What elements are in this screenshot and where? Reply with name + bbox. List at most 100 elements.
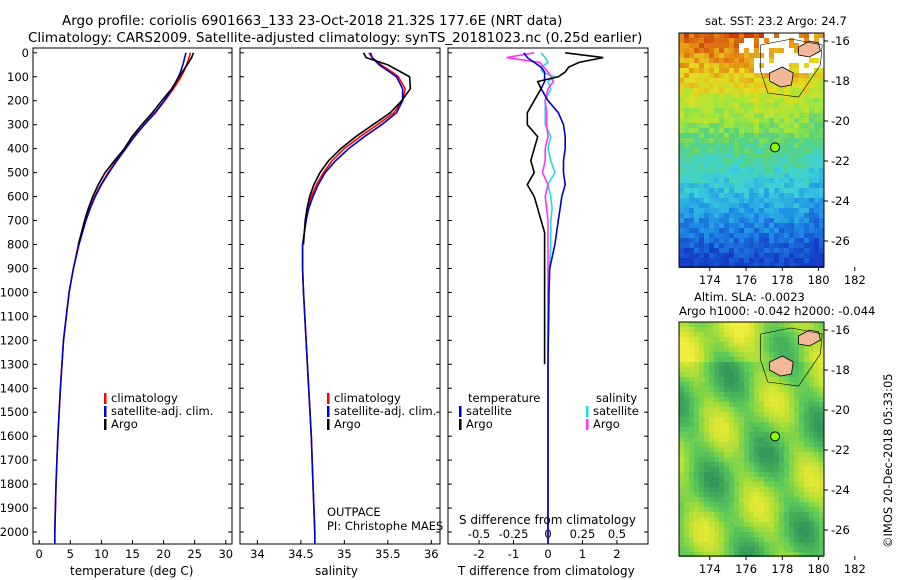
map-cell	[814, 477, 819, 482]
map-cell	[719, 417, 724, 422]
map-cell	[789, 223, 794, 228]
map-cell	[709, 58, 714, 63]
map-cell	[764, 248, 769, 253]
map-cell	[714, 507, 719, 512]
map-cell	[699, 148, 704, 153]
map-cell	[744, 532, 749, 537]
map-cell	[689, 73, 694, 78]
map-cell	[804, 422, 809, 427]
map-cell	[679, 168, 684, 173]
map-cell	[699, 63, 704, 68]
map-cell	[814, 93, 819, 98]
depth-tick-label: 1500	[0, 405, 29, 419]
map-cell	[799, 442, 804, 447]
map-cell	[789, 497, 794, 502]
map-cell	[699, 322, 704, 327]
map-cell	[699, 103, 704, 108]
map-cell	[774, 88, 779, 93]
map-cell	[814, 367, 819, 372]
map-cell	[694, 432, 699, 437]
map-cell	[679, 98, 684, 103]
map-cell	[809, 547, 814, 552]
map-cell	[784, 547, 789, 552]
map-cell	[729, 103, 734, 108]
map-cell	[774, 342, 779, 347]
map-cell	[804, 407, 809, 412]
map-cell	[744, 357, 749, 362]
map-cell	[754, 517, 759, 522]
map-cell	[724, 68, 729, 73]
map-cell	[679, 123, 684, 128]
reef-contour	[760, 327, 823, 387]
map-cell	[784, 542, 789, 547]
map-cell	[709, 158, 714, 163]
map-cell	[809, 208, 814, 213]
map-cell	[794, 173, 799, 178]
map-cell	[734, 347, 739, 352]
map-cell	[729, 412, 734, 417]
map-cell	[729, 93, 734, 98]
map-cell	[809, 412, 814, 417]
map-cell	[819, 492, 824, 497]
map-cell	[754, 382, 759, 387]
map-cell	[719, 233, 724, 238]
map-cell	[754, 462, 759, 467]
map-cell	[779, 382, 784, 387]
map-cell	[779, 238, 784, 243]
map-cell	[734, 63, 739, 68]
map-cell	[754, 78, 759, 83]
map-cell	[734, 547, 739, 552]
map-cell	[774, 497, 779, 502]
map-cell	[694, 327, 699, 332]
map-cell	[719, 93, 724, 98]
map-cell	[784, 457, 789, 462]
map-cell	[739, 238, 744, 243]
map-cell	[784, 437, 789, 442]
map-cell	[769, 372, 774, 377]
map-cell	[814, 183, 819, 188]
depth-tick-label: 400	[7, 142, 29, 156]
map-cell	[764, 522, 769, 527]
map-cell	[679, 233, 684, 238]
map-cell	[819, 362, 824, 367]
map-cell	[719, 68, 724, 73]
map-cell	[709, 392, 714, 397]
map-cell	[764, 223, 769, 228]
map-cell	[714, 402, 719, 407]
map-cell	[804, 497, 809, 502]
map-cell	[804, 442, 809, 447]
salinity-series-2	[302, 52, 412, 245]
map-cell	[744, 342, 749, 347]
map-cell	[714, 48, 719, 53]
map-cell	[769, 138, 774, 143]
map-cell	[804, 492, 809, 497]
map-cell	[704, 392, 709, 397]
map-cell	[734, 133, 739, 138]
map-cell	[794, 472, 799, 477]
map-cell	[744, 467, 749, 472]
map-cell	[739, 552, 744, 557]
map-cell	[749, 547, 754, 552]
map-cell	[679, 532, 684, 537]
map-cell	[699, 442, 704, 447]
map-cell	[744, 163, 749, 168]
map-cell	[769, 158, 774, 163]
map-cell	[759, 158, 764, 163]
map-cell	[689, 138, 694, 143]
map-cell	[694, 357, 699, 362]
map-cell	[714, 477, 719, 482]
map-cell	[714, 367, 719, 372]
map-cell	[724, 243, 729, 248]
map-cell	[779, 183, 784, 188]
map-cell	[699, 153, 704, 158]
map-cell	[699, 552, 704, 557]
map-cell	[809, 457, 814, 462]
map-cell	[759, 417, 764, 422]
map-cell	[794, 178, 799, 183]
map-cell	[754, 153, 759, 158]
map-cell	[784, 183, 789, 188]
t-diff-x-tick-label: -1	[508, 547, 519, 561]
map-cell	[744, 108, 749, 113]
map-cell	[794, 402, 799, 407]
s-difference-title: S difference from climatology	[459, 513, 636, 527]
